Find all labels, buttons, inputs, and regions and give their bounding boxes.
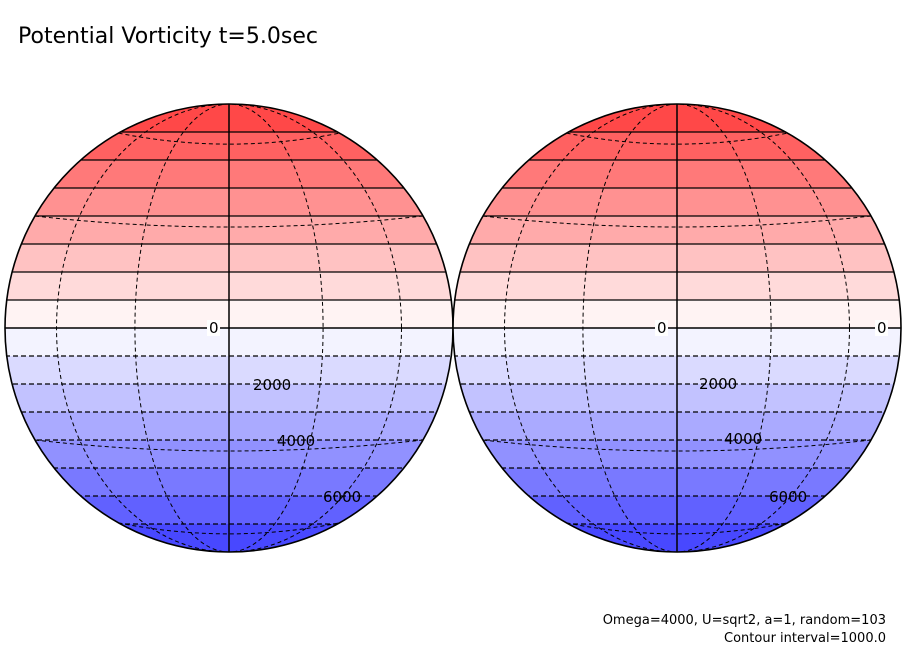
- globe-right: 0 0 2000 4000 6000: [452, 103, 902, 553]
- parallel-line: [482, 439, 872, 452]
- parallel-line: [34, 215, 424, 228]
- contour-label: 0: [657, 319, 667, 337]
- contour-interval-note: Contour interval=1000.0: [724, 631, 886, 646]
- contour-label: 4000: [277, 432, 315, 450]
- parameters-note: Omega=4000, U=sqrt2, a=1, random=103: [602, 613, 886, 628]
- contour-label: 4000: [724, 430, 762, 448]
- globe-left: 0 2000 4000 6000: [4, 103, 454, 553]
- contour-label: 2000: [253, 376, 291, 394]
- contour-label: 0: [209, 319, 219, 337]
- contour-label: 0: [877, 319, 887, 337]
- contour-label-bg: [655, 320, 668, 336]
- contour-label: 6000: [769, 488, 807, 506]
- contour-label-bg: [875, 320, 888, 336]
- globe-outline: [452, 103, 902, 553]
- parallel-line: [482, 215, 872, 228]
- parallel-line: [34, 439, 424, 452]
- plot-title: Potential Vorticity t=5.0sec: [18, 24, 318, 49]
- contour-label-bg: [207, 320, 220, 336]
- contour-label: 2000: [699, 375, 737, 393]
- contour-label: 6000: [323, 488, 361, 506]
